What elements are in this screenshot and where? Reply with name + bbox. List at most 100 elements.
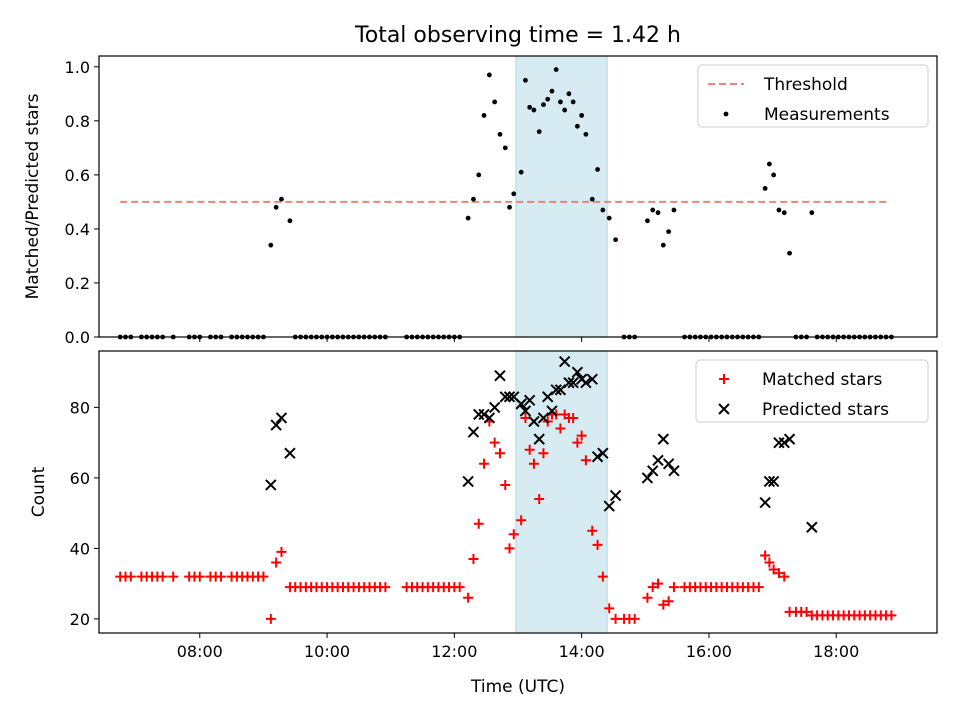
predicted-point xyxy=(519,405,532,417)
y-axis-label: Count xyxy=(29,466,49,517)
matched-point xyxy=(801,606,812,617)
predicted-point xyxy=(503,391,516,403)
observing-span xyxy=(515,350,608,634)
y-tick-label: 0.2 xyxy=(65,274,90,293)
predicted-point xyxy=(597,447,609,459)
predicted-point xyxy=(603,500,615,512)
matched-point xyxy=(528,458,539,469)
legend-label: Threshold xyxy=(763,75,848,95)
predicted-point xyxy=(275,412,288,424)
matched-point xyxy=(473,518,484,529)
matched-point xyxy=(520,412,531,423)
predicted-point xyxy=(284,447,296,459)
measurement-point xyxy=(566,91,572,97)
y-tick-label: 20 xyxy=(70,610,90,629)
predicted-point xyxy=(759,496,771,509)
measurement-point xyxy=(575,123,580,129)
measurement-point xyxy=(507,204,512,210)
measurement-point xyxy=(589,196,595,202)
upper-ratio-panel: 0.0 0.2 0.4 0.6 0.8 1.0 Matched/Predicted star… xyxy=(23,55,938,347)
measurement-point xyxy=(502,145,508,151)
matched-point xyxy=(668,582,679,593)
legend-measurement-swatch xyxy=(723,111,729,117)
measurement-point xyxy=(273,204,279,210)
measurement-point xyxy=(486,72,492,78)
matched-point xyxy=(642,592,653,603)
measurement-point xyxy=(545,96,551,102)
matched-point xyxy=(587,525,598,536)
matched-point xyxy=(168,571,179,582)
measurement-point xyxy=(613,237,618,243)
measurement-point xyxy=(645,218,650,224)
matched-point xyxy=(568,412,579,423)
predicted-point xyxy=(657,433,670,445)
legend-label: Measurements xyxy=(764,105,890,125)
predicted-point xyxy=(550,384,562,396)
matched-point xyxy=(760,550,771,561)
measurement-point xyxy=(497,131,503,137)
measurement-point xyxy=(809,210,815,216)
y-tick-label: 0.6 xyxy=(65,166,90,185)
predicted-point xyxy=(494,369,506,382)
matched-point xyxy=(555,423,566,434)
y-axis-label: Matched/Predicted stars xyxy=(23,93,43,299)
predicted-point xyxy=(586,373,598,385)
measurement-point xyxy=(481,113,487,118)
lower-count-panel: 20 40 60 80 08:00 10:00 12:00 14:00 16:00 18:00 Co… xyxy=(29,350,938,697)
measurement-point xyxy=(492,99,498,105)
matched-point xyxy=(592,539,603,550)
matched-point xyxy=(658,599,669,610)
predicted-point xyxy=(467,426,480,438)
measurement-point xyxy=(781,210,787,216)
legend-label: Matched stars xyxy=(762,370,882,390)
matched-point xyxy=(663,596,674,607)
measurement-point xyxy=(511,191,517,197)
predicted-point xyxy=(662,458,675,470)
matched-point xyxy=(580,455,591,466)
x-tick-label: 08:00 xyxy=(177,642,223,661)
measurement-point xyxy=(583,131,589,137)
measurement-point xyxy=(787,250,792,256)
matched-point xyxy=(504,543,515,554)
matched-point xyxy=(629,613,640,624)
matched-point xyxy=(454,582,465,593)
axes-frame xyxy=(98,55,938,338)
matched-point xyxy=(157,571,168,582)
predicted-point xyxy=(668,465,680,477)
measurement-point xyxy=(541,102,546,108)
predicted-point xyxy=(647,465,659,477)
matched-point xyxy=(779,571,790,582)
y-tick-label: 80 xyxy=(70,398,90,417)
measurement-point xyxy=(767,161,772,167)
matched-point xyxy=(572,437,583,448)
measurement-point xyxy=(655,210,661,216)
matched-point xyxy=(647,582,658,593)
x-tick-label: 18:00 xyxy=(813,642,859,661)
matched-point xyxy=(516,515,527,526)
measurement-point xyxy=(762,185,768,191)
measurement-point xyxy=(776,207,782,213)
measurement-point xyxy=(536,129,542,135)
matched-point xyxy=(215,571,226,582)
matched-point xyxy=(653,578,664,589)
legend-box xyxy=(697,64,929,128)
y-tick-label: 0.4 xyxy=(65,220,90,239)
measurement-point xyxy=(268,242,274,248)
y-tick-label: 0.0 xyxy=(65,328,90,347)
measurement-point xyxy=(595,167,600,172)
x-tick-label: 12:00 xyxy=(431,642,477,661)
predicted-point xyxy=(806,521,818,533)
measurement-point xyxy=(279,196,284,202)
predicted-point xyxy=(783,433,796,445)
predicted-point xyxy=(523,394,536,407)
measurement-point xyxy=(600,207,606,213)
matched-point xyxy=(494,448,505,459)
matched-point xyxy=(764,557,775,568)
matched-point xyxy=(886,610,897,621)
predicted-point xyxy=(488,401,501,414)
measurement-point xyxy=(650,207,656,213)
matched-point xyxy=(610,613,621,624)
measurement-point xyxy=(771,172,777,178)
predicted-point xyxy=(265,479,277,491)
